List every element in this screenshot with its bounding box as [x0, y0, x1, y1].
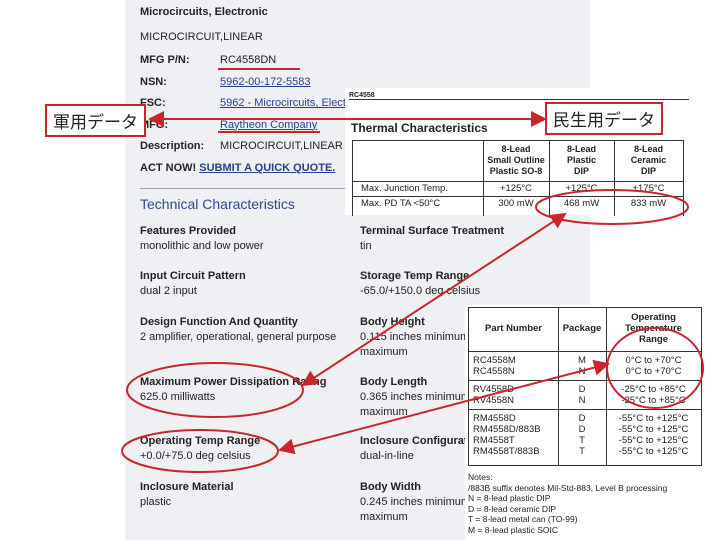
- act-now-label: ACT NOW!: [140, 162, 197, 174]
- tech-label: Design Function And Quantity: [140, 316, 298, 328]
- tech-value: 625.0 milliwatts: [140, 391, 216, 403]
- tech-label: Inclosure Material: [140, 481, 234, 493]
- temp-cell: 0°C to +70°C: [625, 355, 682, 366]
- temp-cell: -25°C to +85°C: [621, 384, 686, 395]
- tech-value: 2 amplifier, operational, general purpos…: [140, 331, 337, 343]
- temp-ellipse-civ: [606, 327, 704, 409]
- col-divider: [614, 141, 615, 216]
- temp-arrow: [278, 359, 610, 455]
- temp-cell: -55°C to +125°C: [618, 424, 689, 435]
- temp-cell: -55°C to +125°C: [618, 446, 689, 457]
- field-label: NSN:: [140, 75, 167, 88]
- thermal-value: 300 mW: [498, 198, 534, 209]
- power-ellipse-civ: [535, 189, 689, 225]
- tech-value: 0.245 inches minimum: [360, 496, 471, 508]
- tech-value: dual 2 input: [140, 285, 197, 297]
- thermal-row-label: Max. Junction Temp.: [361, 183, 448, 194]
- field-label: MFG P/N:: [140, 54, 190, 66]
- military-data-label: 軍用データ: [45, 104, 146, 137]
- product-name: MICROCIRCUIT,LINEAR: [140, 31, 263, 43]
- note-line: M = 8-lead plastic SOIC: [468, 524, 558, 535]
- tech-value: maximum: [360, 511, 408, 523]
- tech-value: plastic: [140, 496, 172, 508]
- temp-col-header: Package: [562, 323, 602, 334]
- power-ellipse-mil: [126, 362, 304, 418]
- note-line: D = 8-lead ceramic DIP: [468, 503, 557, 514]
- act-now: ACT NOW! SUBMIT A QUICK QUOTE.: [140, 162, 335, 174]
- thermal-datasheet-image: RC4558 Thermal Characteristics 8-Lead Sm…: [345, 88, 690, 216]
- field-label: Description:: [140, 140, 205, 152]
- temp-ellipse-mil: [121, 429, 279, 473]
- tech-heading: Technical Characteristics: [140, 196, 295, 212]
- civilian-data-label: 民生用データ: [545, 102, 663, 135]
- row-divider: [353, 181, 683, 182]
- note-line: Notes:: [468, 472, 493, 482]
- thermal-value: +175°C: [632, 183, 665, 194]
- tech-value: monolithic and low power: [140, 240, 264, 252]
- field-label: FSC:: [140, 97, 166, 109]
- thermal-value: 833 mW: [630, 198, 667, 209]
- thermal-row-label: Max. PD TA <50°C: [361, 198, 441, 209]
- tech-label: Body Width: [360, 481, 421, 493]
- temp-cell: -25°C to +85°C: [621, 395, 686, 406]
- temp-cell: 0°C to +70°C: [625, 366, 682, 377]
- temp-cell: -55°C to +125°C: [618, 435, 689, 446]
- col-divider: [549, 141, 550, 216]
- field-value[interactable]: 5962-00-172-5583: [220, 75, 311, 88]
- thermal-value: +125°C: [499, 183, 533, 194]
- thermal-value: +125°C: [565, 183, 598, 194]
- power-arrow: [301, 212, 567, 387]
- thermal-col-header: 8-Lead Small Outline Plastic SO-8: [487, 144, 545, 176]
- temp-cell: -55°C to +125°C: [618, 413, 689, 424]
- doc-header: RC4558: [349, 92, 375, 99]
- group-divider: [469, 351, 701, 352]
- thermal-col-header: 8-Lead Plastic DIP: [566, 144, 597, 176]
- col-divider: [483, 141, 484, 216]
- field-value: MICROCIRCUIT,LINEAR: [220, 140, 343, 152]
- thermal-col-header: 8-Lead Ceramic DIP: [630, 144, 667, 176]
- note-line: T = 8-lead metal can (TO-99): [468, 514, 578, 524]
- thermal-value: 468 mW: [563, 198, 600, 209]
- row-divider: [353, 196, 683, 197]
- field-value[interactable]: 5962 - Microcircuits, Electr: [220, 97, 350, 109]
- quote-link[interactable]: SUBMIT A QUICK QUOTE.: [199, 162, 336, 174]
- note-line: N = 8-lead plastic DIP: [468, 493, 551, 503]
- category: Microcircuits, Electronic: [140, 6, 268, 18]
- tech-label: Operating Temp Range: [140, 435, 261, 447]
- tech-label: Input Circuit Pattern: [140, 270, 246, 282]
- note-line: /883B suffix denotes Mil-Std-883, Level …: [468, 482, 668, 493]
- tech-value: +0.0/+75.0 deg celsius: [140, 450, 251, 462]
- tech-label: Features Provided: [140, 225, 236, 237]
- field-value: RC4558DN: [220, 54, 277, 66]
